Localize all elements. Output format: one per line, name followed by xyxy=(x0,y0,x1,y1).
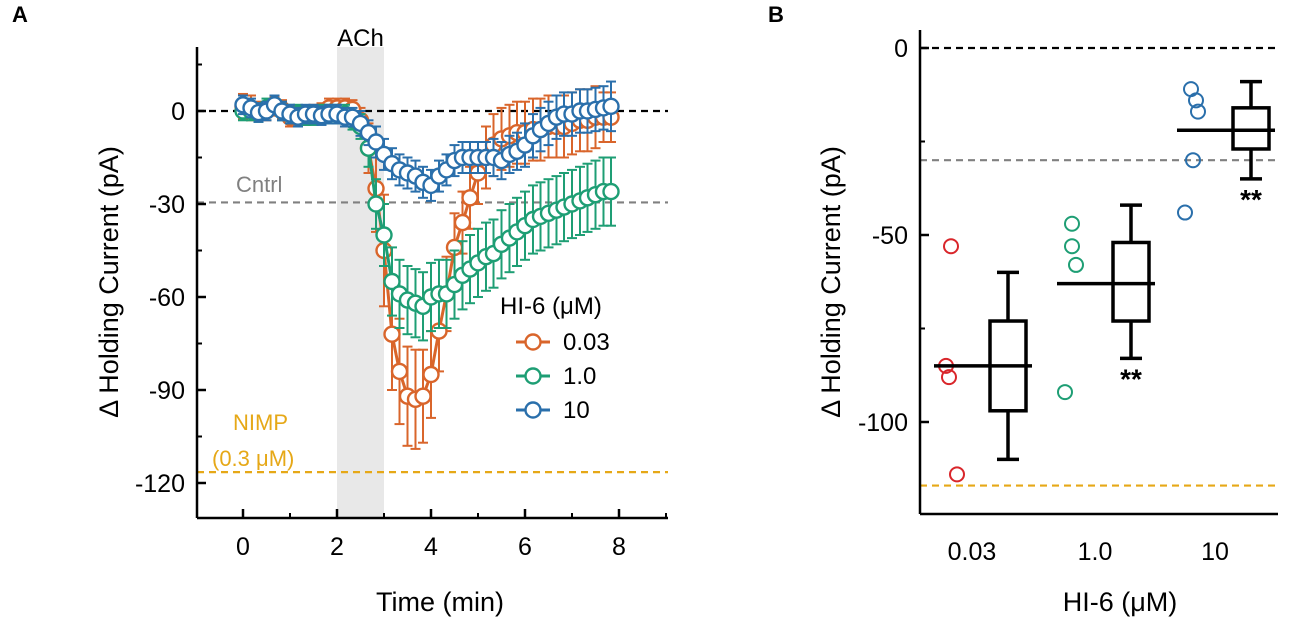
data-point xyxy=(461,189,479,207)
box-group-0.03 xyxy=(934,238,1032,483)
y-axis-title-b: Δ Holding Current (pA) xyxy=(816,146,846,418)
data-point xyxy=(422,365,440,384)
data-point xyxy=(367,195,385,213)
panel-a-time-course: ACh Cntrl NIMP (0.3 μM) 0 -30 -60 -90 -120 0 2… xyxy=(94,25,668,617)
box xyxy=(1231,106,1271,151)
significance-marker: ** xyxy=(1240,184,1262,215)
x-tick-label: 2 xyxy=(330,533,344,561)
y-tick-label: -90 xyxy=(149,377,185,405)
y-tick-label: -120 xyxy=(135,470,185,498)
x-tick-label: 4 xyxy=(424,533,438,561)
data-point xyxy=(602,97,620,116)
box-group-10: ** xyxy=(1177,79,1275,221)
individual-point xyxy=(1188,92,1204,109)
legend-marker-10 xyxy=(524,401,542,419)
nimp-concentration-label: (0.3 μM) xyxy=(212,446,294,471)
data-point xyxy=(453,213,472,232)
significance-marker: ** xyxy=(1120,363,1142,394)
x-category-label: 0.03 xyxy=(948,538,997,566)
individual-point xyxy=(943,238,959,255)
legend: HI-6 (μM) 0.03 1.0 10 xyxy=(500,293,610,424)
data-point xyxy=(414,387,432,405)
x-axis-title-a: Time (min) xyxy=(376,587,504,617)
x-category-label: 10 xyxy=(1201,538,1229,566)
data-point xyxy=(383,325,401,343)
individual-point xyxy=(941,369,957,386)
y-tick-label: 0 xyxy=(894,35,908,63)
y-axis-title-a: Δ Holding Current (pA) xyxy=(94,146,124,418)
data-point xyxy=(602,182,620,201)
cntrl-label: Cntrl xyxy=(236,172,282,197)
box-group-1.0: ** xyxy=(1057,203,1155,401)
individual-point xyxy=(1185,152,1201,169)
individual-point xyxy=(1068,256,1084,273)
legend-entry-0.03: 0.03 xyxy=(563,329,610,356)
x-tick-label: 6 xyxy=(518,533,532,561)
y-tick-label: -60 xyxy=(149,284,185,312)
box xyxy=(988,319,1028,413)
data-point xyxy=(375,226,393,244)
y-tick-label: 0 xyxy=(171,98,185,126)
axes-a: 0 -30 -60 -90 -120 0 2 4 6 8 xyxy=(135,47,668,561)
legend-marker-1.0 xyxy=(524,367,542,385)
series-0.03 xyxy=(234,85,620,450)
data-point xyxy=(390,362,409,381)
x-axis-title-b: HI-6 (μM) xyxy=(1063,587,1178,617)
nimp-label: NIMP xyxy=(233,410,288,435)
axes-b: 0 -50 -100 0.03 1.0 10 xyxy=(858,30,1278,566)
individual-point xyxy=(1064,238,1080,255)
individual-point xyxy=(1064,215,1080,232)
x-tick-label: 0 xyxy=(236,533,250,561)
individual-point xyxy=(949,466,965,483)
data-point xyxy=(383,272,401,291)
y-tick-label: -30 xyxy=(149,191,185,219)
box-groups: ** ** xyxy=(934,79,1275,483)
legend-entry-10: 10 xyxy=(563,397,590,424)
panel-b-box-plot: ** ** 0 -50 -100 0.03 1.0 10 HI-6 (μM) Δ Holdi… xyxy=(816,30,1278,617)
panel-label-a: A xyxy=(12,2,28,27)
individual-point xyxy=(1177,204,1193,221)
series-10 xyxy=(234,80,620,202)
individual-point xyxy=(1057,384,1073,401)
x-tick-label: 8 xyxy=(612,533,626,561)
series-group-a xyxy=(234,80,620,450)
legend-marker-0.03 xyxy=(524,333,542,351)
y-tick-label: -100 xyxy=(858,409,908,437)
y-tick-label: -50 xyxy=(872,222,908,250)
data-point xyxy=(367,133,385,151)
reference-lines-b xyxy=(920,46,1278,487)
ach-label: ACh xyxy=(337,25,384,52)
box xyxy=(1111,240,1151,323)
legend-title: HI-6 (μM) xyxy=(500,293,602,320)
legend-entry-1.0: 1.0 xyxy=(563,363,596,390)
individual-point xyxy=(1190,103,1206,120)
panel-label-b: B xyxy=(768,2,784,27)
x-category-label: 1.0 xyxy=(1078,538,1113,566)
